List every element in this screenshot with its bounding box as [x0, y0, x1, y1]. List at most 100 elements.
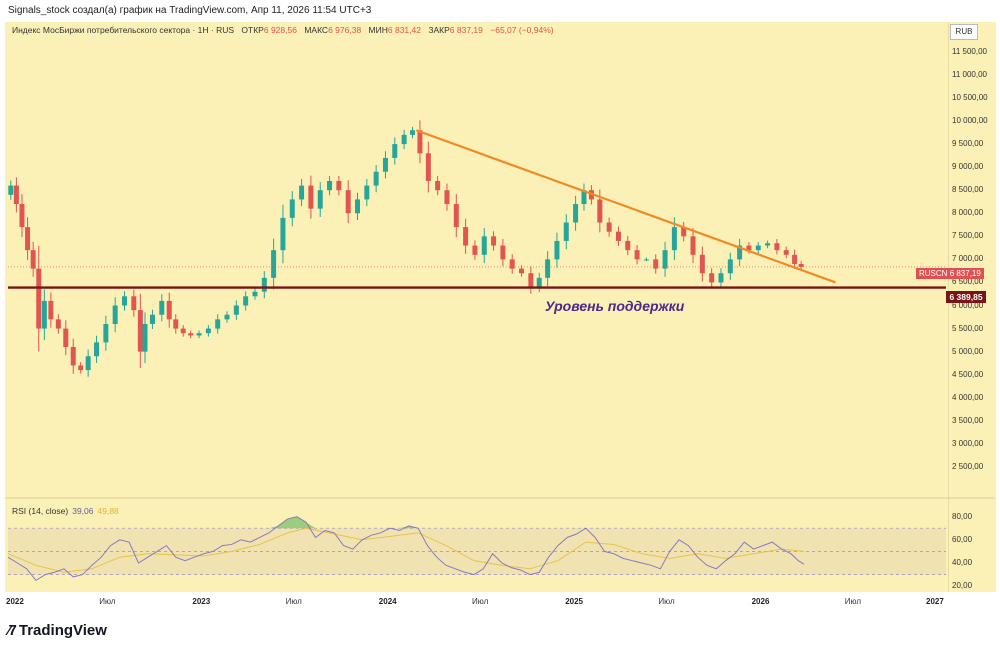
candle-body: [280, 217, 286, 251]
candle-body: [444, 190, 450, 205]
price-tick-label: 6 500,00: [952, 277, 984, 287]
chart-legend: Индекс МосБиржи потребительского сектора…: [12, 25, 554, 35]
candle-body: [205, 328, 211, 334]
candle-body: [13, 185, 19, 205]
candle-body: [355, 199, 360, 214]
tradingview-logo-icon: ⁄7: [8, 622, 17, 639]
candle-body: [131, 296, 137, 311]
candle-body: [382, 157, 388, 172]
support-label: Уровень поддержки: [545, 298, 685, 314]
candle-body: [472, 245, 478, 255]
candle-body: [425, 153, 431, 181]
candle-body: [653, 259, 659, 269]
price-tick-label: 2 500,00: [952, 461, 984, 471]
price-axis[interactable]: [948, 22, 996, 592]
candle-body: [166, 300, 172, 320]
candle-body: [671, 227, 677, 251]
rsi-overbought-fill: [296, 516, 307, 529]
candle-body: [718, 273, 724, 283]
candle-body: [453, 204, 459, 228]
high-label: МАКС: [304, 25, 329, 35]
rsi-overbought-fill: [399, 525, 409, 529]
candle-body: [142, 323, 148, 352]
price-tick-label: 8 000,00: [952, 208, 984, 218]
candle-body: [252, 291, 258, 297]
time-tick-label: 2026: [751, 597, 770, 606]
last-price-value: 6 837,19: [949, 269, 981, 278]
low-value: 6 831,42: [387, 25, 421, 35]
time-tick-label: Июл: [472, 597, 489, 606]
candle-body: [30, 250, 36, 269]
tradingview-brand[interactable]: ⁄7 TradingView: [8, 622, 107, 639]
low-label: МИН: [368, 25, 388, 35]
price-tick-label: 11 000,00: [952, 69, 987, 79]
price-tick-label: 9 500,00: [952, 139, 984, 149]
candle-body: [615, 231, 621, 241]
rsi-overbought-fill: [287, 516, 297, 529]
candle-body: [597, 199, 603, 223]
candle-body: [699, 254, 705, 274]
candle-body: [606, 222, 612, 232]
candle-body: [500, 245, 506, 260]
candle-body: [243, 296, 249, 306]
rsi-tick-label: 20,00: [952, 581, 973, 591]
rsi-tick-label: 40,00: [952, 558, 973, 567]
high-value: 6 976,38: [328, 25, 362, 35]
time-tick-label: Июл: [658, 597, 675, 606]
candle-body: [625, 240, 631, 251]
candle-body: [364, 185, 370, 200]
rsi-ma-line: [7, 527, 804, 573]
candle-body: [528, 273, 534, 288]
candle-body: [41, 300, 47, 329]
candle-body: [137, 310, 143, 352]
candle-body: [8, 185, 14, 195]
candle-body: [345, 190, 351, 214]
candle-body: [373, 171, 379, 186]
candle-body: [709, 273, 715, 283]
candle-body: [261, 277, 267, 292]
candle-body: [519, 268, 525, 274]
candle-body: [774, 243, 780, 251]
rsi-tick-label: 60,00: [952, 534, 973, 544]
candle-body: [159, 300, 165, 315]
price-tick-label: 3 000,00: [952, 438, 984, 448]
price-tick-label: 3 500,00: [952, 415, 984, 425]
author-line: Signals_stock создал(а) график на Tradin…: [8, 5, 372, 16]
candle-body: [409, 130, 415, 135]
time-tick-label: 2023: [192, 597, 211, 606]
candle-body: [327, 180, 333, 191]
candle-body: [78, 365, 84, 371]
candle-body: [271, 250, 277, 278]
candle-body: [173, 319, 179, 329]
last-price-tag: RUSCN 6 837,19: [916, 268, 984, 279]
price-tick-label: 10 500,00: [952, 92, 988, 102]
price-tick-label: 11 500,00: [952, 46, 987, 56]
candle-body: [435, 180, 441, 191]
candle-body: [554, 240, 560, 260]
symbol-name: Индекс МосБиржи потребительского сектора…: [12, 25, 235, 35]
currency-badge[interactable]: RUB: [950, 24, 978, 40]
change-value: −65,07 (−0,94%): [490, 25, 554, 35]
candle-body: [481, 236, 487, 255]
price-tick-label: 7 500,00: [952, 231, 984, 241]
candle-body: [417, 130, 423, 154]
rsi-tick-label: 80,00: [952, 511, 973, 521]
candle-body: [48, 300, 54, 320]
close-label: ЗАКР: [428, 25, 450, 35]
time-tick-label: 2027: [926, 597, 944, 606]
candle-body: [536, 277, 542, 288]
time-tick-label: 2025: [565, 597, 583, 606]
price-tick-label: 5 000,00: [952, 346, 984, 356]
candle-body: [19, 204, 25, 228]
candle-body: [643, 259, 649, 261]
candle-body: [233, 305, 239, 315]
candle-body: [63, 328, 69, 348]
candle-body: [70, 347, 76, 366]
candle-body: [308, 185, 314, 209]
candle-body: [85, 356, 91, 371]
price-tick-label: 10 000,00: [952, 116, 988, 126]
rsi-label: RSI (14, close): [12, 506, 69, 516]
rsi-line: [7, 516, 805, 582]
candle-body: [792, 254, 798, 264]
